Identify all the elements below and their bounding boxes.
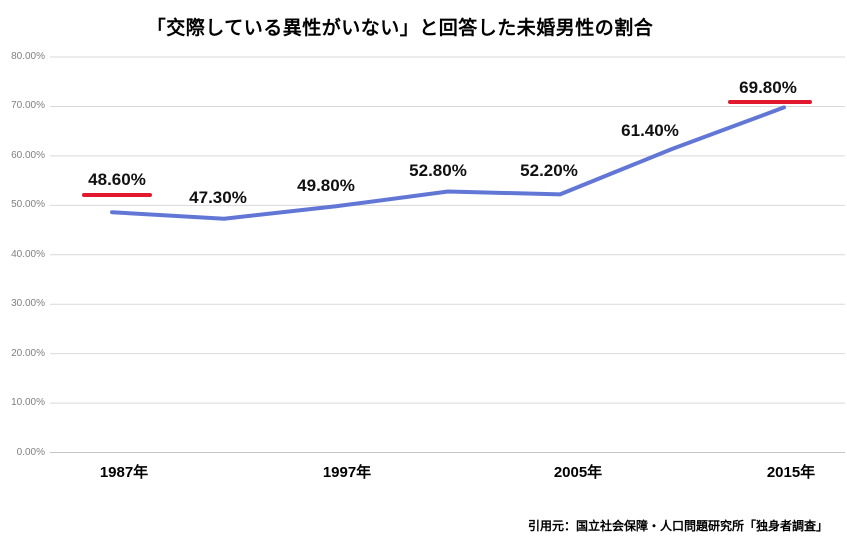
chart-title: 「交際している異性がいない」と回答した未婚男性の割合: [146, 18, 654, 39]
x-tick-label: 1987年: [99, 464, 149, 481]
highlight-underline: [82, 193, 152, 197]
data-label: 49.80%: [297, 176, 355, 195]
series-line: [110, 105, 786, 221]
y-tick-label: 40.00%: [11, 248, 45, 260]
data-label: 48.60%: [88, 170, 146, 189]
x-tick-label: 2015年: [766, 464, 816, 481]
y-tick-label: 20.00%: [11, 347, 45, 359]
x-tick-label: 2005年: [553, 464, 603, 481]
data-label: 52.20%: [520, 161, 578, 180]
y-tick-label: 30.00%: [11, 298, 45, 310]
data-label: 61.40%: [621, 121, 679, 140]
y-tick-label: 0.00%: [16, 446, 45, 458]
y-tick-label: 60.00%: [11, 149, 45, 161]
data-label: 47.30%: [189, 188, 247, 207]
x-tick-label: 1997年: [322, 464, 372, 481]
data-label: 52.80%: [409, 161, 467, 180]
y-tick-label: 10.00%: [11, 397, 45, 409]
source-citation: 引用元：国立社会保障・人口問題研究所「独身者調査」: [527, 519, 828, 533]
y-tick-label: 80.00%: [11, 51, 45, 62]
y-tick-label: 70.00%: [11, 100, 45, 112]
y-tick-label: 50.00%: [11, 199, 45, 211]
highlight-underline: [728, 99, 812, 104]
data-label: 69.80%: [739, 78, 797, 97]
